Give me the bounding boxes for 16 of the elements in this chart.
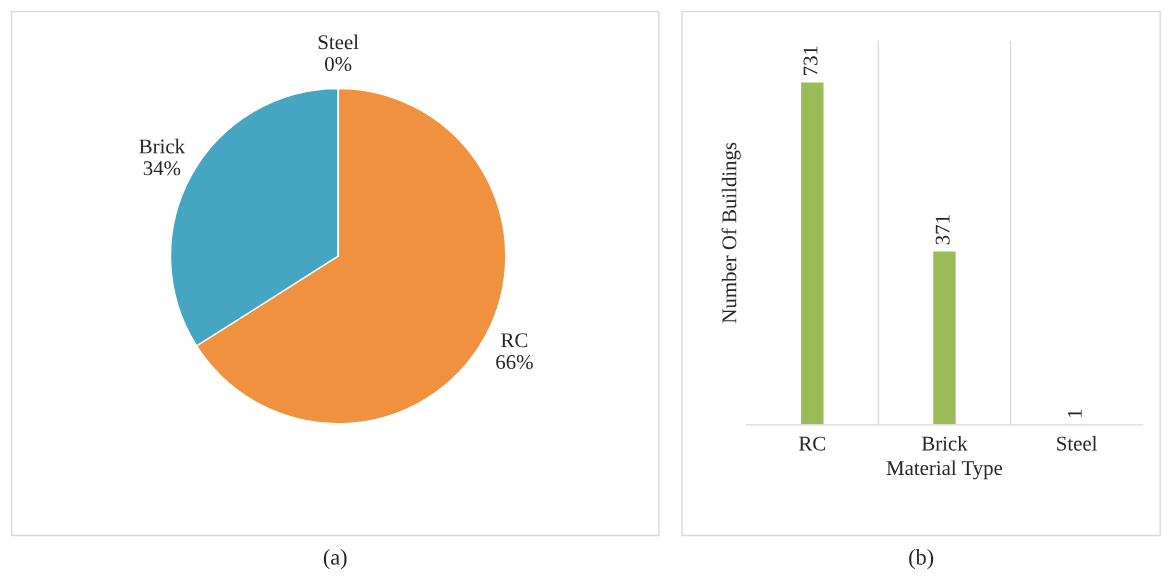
data-label: 371 [935,215,950,245]
x-axis-title: Material Type [886,460,1003,480]
slice-label: RC [501,333,528,348]
data-label: 1 [1067,409,1082,417]
data-label: 66% [496,355,533,370]
text: 0% [325,56,352,72]
y-axis-title: Number Of Buildings [721,142,741,324]
text: (a) [323,549,347,570]
slice-label: Brick [139,138,186,154]
category-label: Steel [318,34,359,50]
data-label: 34% [143,161,181,176]
x-tick-label: Steel [1057,435,1098,451]
x-tick-label: Brick [921,435,968,451]
data-label: 731 [803,46,818,75]
x-tick-label: RC [799,436,826,451]
text: (b) [909,549,934,570]
